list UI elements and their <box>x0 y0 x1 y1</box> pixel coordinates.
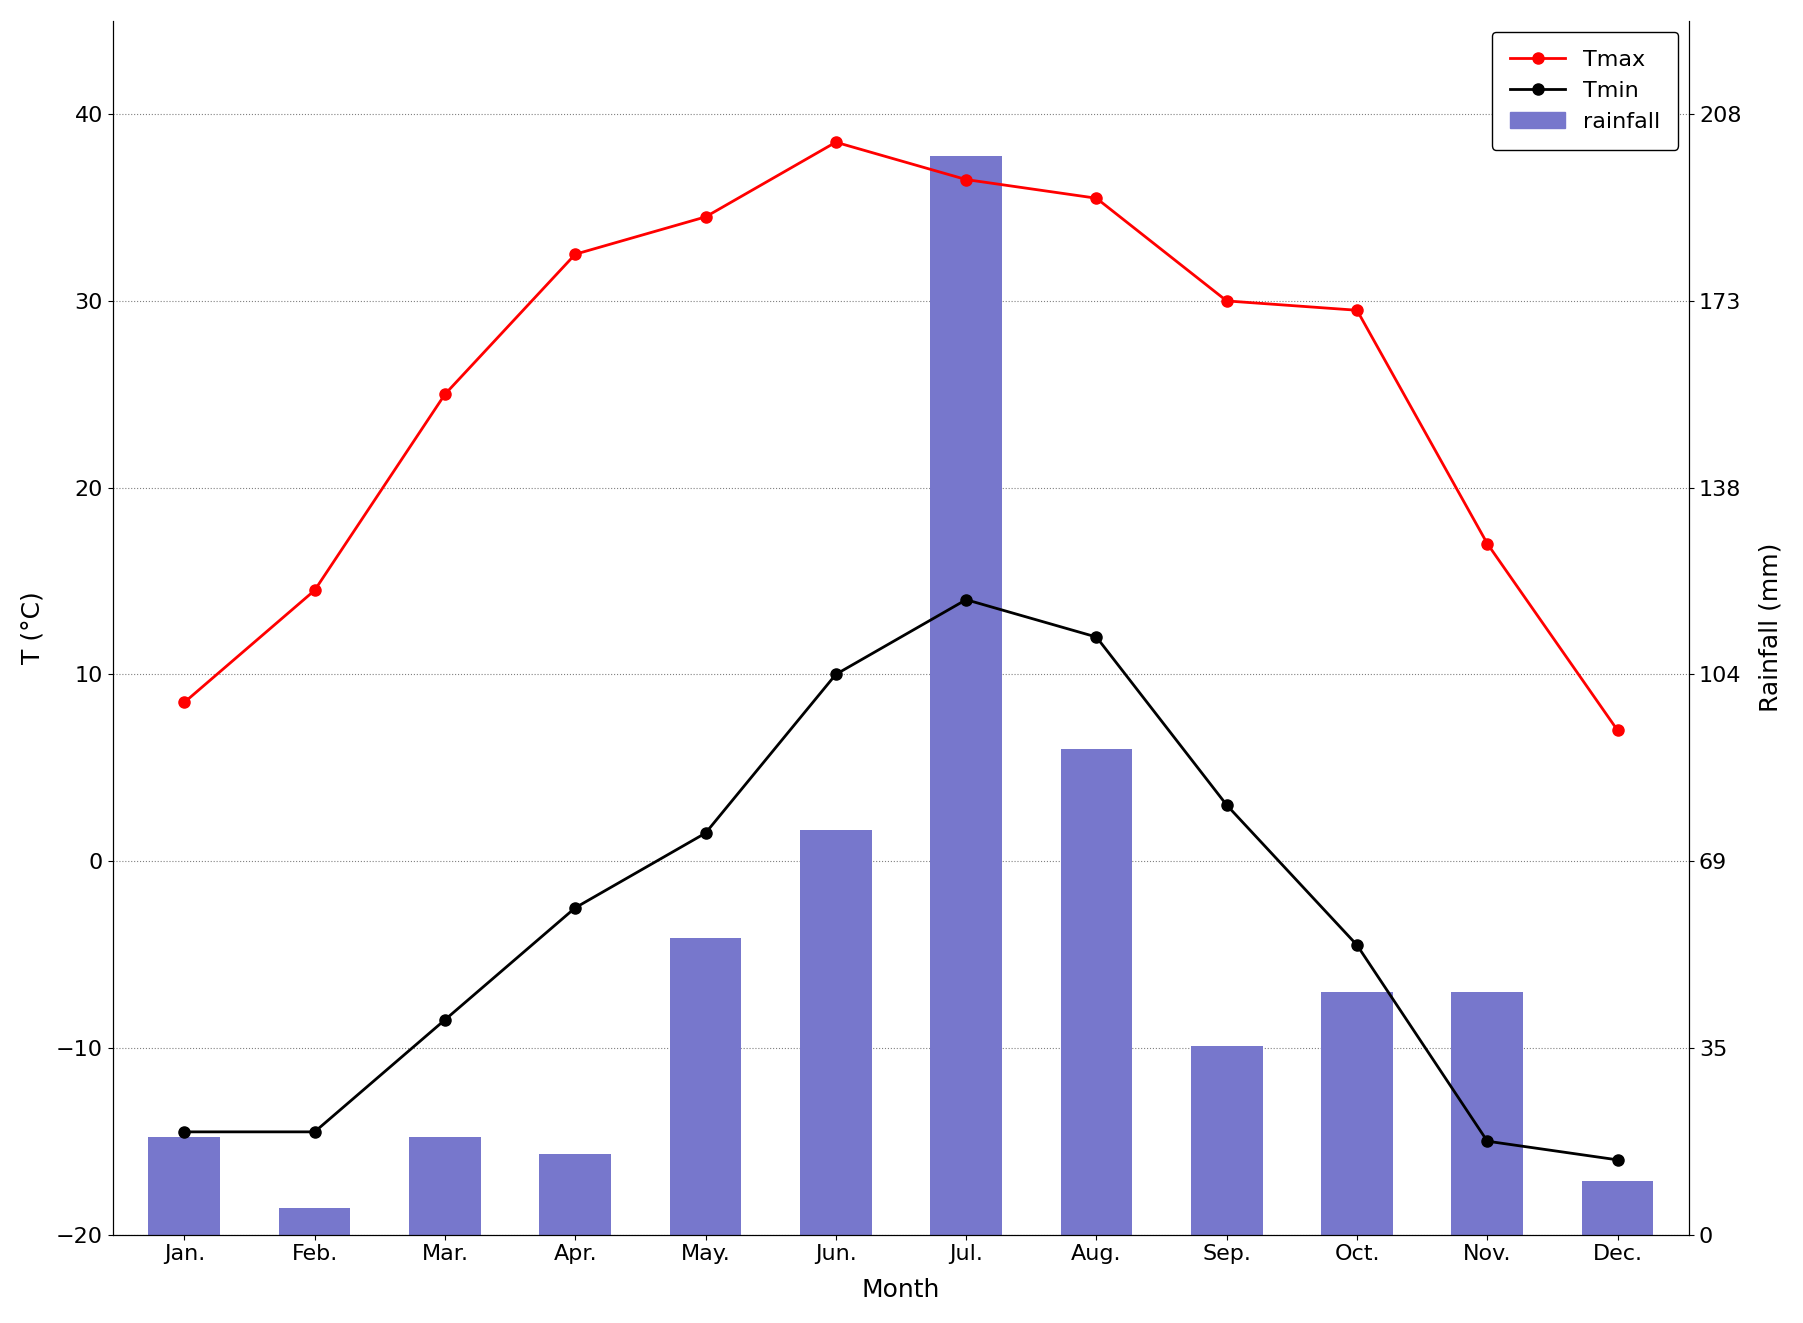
Y-axis label: T (°C): T (°C) <box>22 591 45 664</box>
Tmax <box>694 209 716 225</box>
Bar <box>1322 992 1394 1234</box>
Bar <box>1451 992 1524 1234</box>
Bar <box>1192 1045 1262 1234</box>
Tmin <box>435 1012 456 1028</box>
Tmax <box>1215 292 1237 308</box>
Line: Tmin: Tmin <box>178 594 1623 1166</box>
Tmin <box>173 1125 195 1140</box>
Tmin <box>564 900 586 916</box>
Tmin <box>1477 1134 1498 1150</box>
Y-axis label: Rainfall (mm): Rainfall (mm) <box>1758 542 1781 712</box>
Line: Tmax: Tmax <box>178 136 1623 736</box>
Bar <box>1060 749 1132 1234</box>
Tmax <box>173 695 195 710</box>
Bar <box>409 1138 481 1234</box>
Tmin <box>956 591 977 607</box>
Legend: Tmax, Tmin, rainfall: Tmax, Tmin, rainfall <box>1493 32 1679 149</box>
Tmax <box>1085 191 1107 206</box>
Bar <box>801 830 871 1234</box>
Bar <box>148 1138 220 1234</box>
X-axis label: Month: Month <box>862 1278 939 1302</box>
Tmax <box>564 246 586 262</box>
Tmin <box>305 1125 326 1140</box>
Bar <box>1581 1180 1653 1234</box>
Tmin <box>694 826 716 841</box>
Tmax <box>1606 722 1628 738</box>
Tmax <box>305 582 326 598</box>
Tmax <box>826 134 847 149</box>
Bar <box>279 1208 350 1234</box>
Tmax <box>1347 303 1368 319</box>
Bar <box>930 156 1002 1234</box>
Tmin <box>1606 1152 1628 1168</box>
Tmin <box>826 667 847 683</box>
Tmin <box>1085 630 1107 646</box>
Tmax <box>435 386 456 402</box>
Tmax <box>956 172 977 188</box>
Tmin <box>1347 937 1368 953</box>
Tmax <box>1477 536 1498 552</box>
Bar <box>669 938 741 1234</box>
Bar <box>539 1154 611 1234</box>
Tmin <box>1215 798 1237 814</box>
